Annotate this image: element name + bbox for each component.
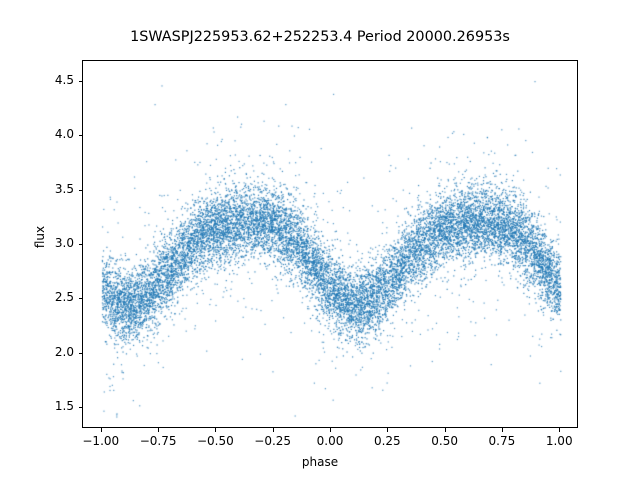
- y-tick-mark: [78, 298, 82, 300]
- y-axis-label: flux: [33, 225, 47, 249]
- x-tick-mark: [100, 428, 102, 432]
- x-tick-mark: [501, 428, 503, 432]
- x-tick-mark: [215, 428, 217, 432]
- x-tick-label: −0.75: [139, 434, 177, 448]
- y-tick-label: 4.5: [54, 72, 74, 87]
- y-tick-label: 2.0: [54, 344, 74, 359]
- x-tick-label: 0.00: [316, 434, 344, 448]
- x-tick-mark: [559, 428, 561, 432]
- y-tick-label: 3.0: [54, 236, 74, 250]
- y-tick-label: 1.5: [54, 399, 74, 414]
- x-tick-mark: [272, 428, 274, 432]
- x-tick-label: 0.75: [488, 434, 516, 448]
- x-tick-mark: [444, 428, 446, 432]
- x-tick-mark: [158, 428, 160, 432]
- x-tick-label: −0.25: [254, 434, 292, 448]
- x-tick-label: −1.00: [82, 434, 120, 448]
- page-title: 1SWASPJ225953.62+252253.4 Period 20000.2…: [130, 29, 510, 45]
- x-tick-mark: [387, 428, 389, 432]
- y-tick-mark: [78, 189, 82, 191]
- x-tick-label: 1.00: [545, 434, 573, 448]
- y-tick-label: 3.5: [54, 181, 74, 196]
- y-tick-mark: [78, 244, 82, 245]
- x-axis-label: phase: [301, 455, 339, 469]
- y-tick-mark: [78, 135, 82, 137]
- x-tick-mark: [330, 428, 331, 432]
- x-tick-label: 0.25: [373, 434, 401, 448]
- y-tick-mark: [78, 407, 82, 409]
- plot-area: [82, 60, 578, 428]
- y-tick-mark: [78, 352, 82, 354]
- x-tick-label: −0.50: [196, 434, 234, 448]
- x-tick-label: 0.50: [431, 434, 458, 448]
- y-tick-mark: [78, 80, 82, 82]
- scatter-points: [83, 61, 577, 427]
- y-tick-label: 2.5: [54, 290, 74, 305]
- y-tick-label: 4.0: [54, 127, 74, 142]
